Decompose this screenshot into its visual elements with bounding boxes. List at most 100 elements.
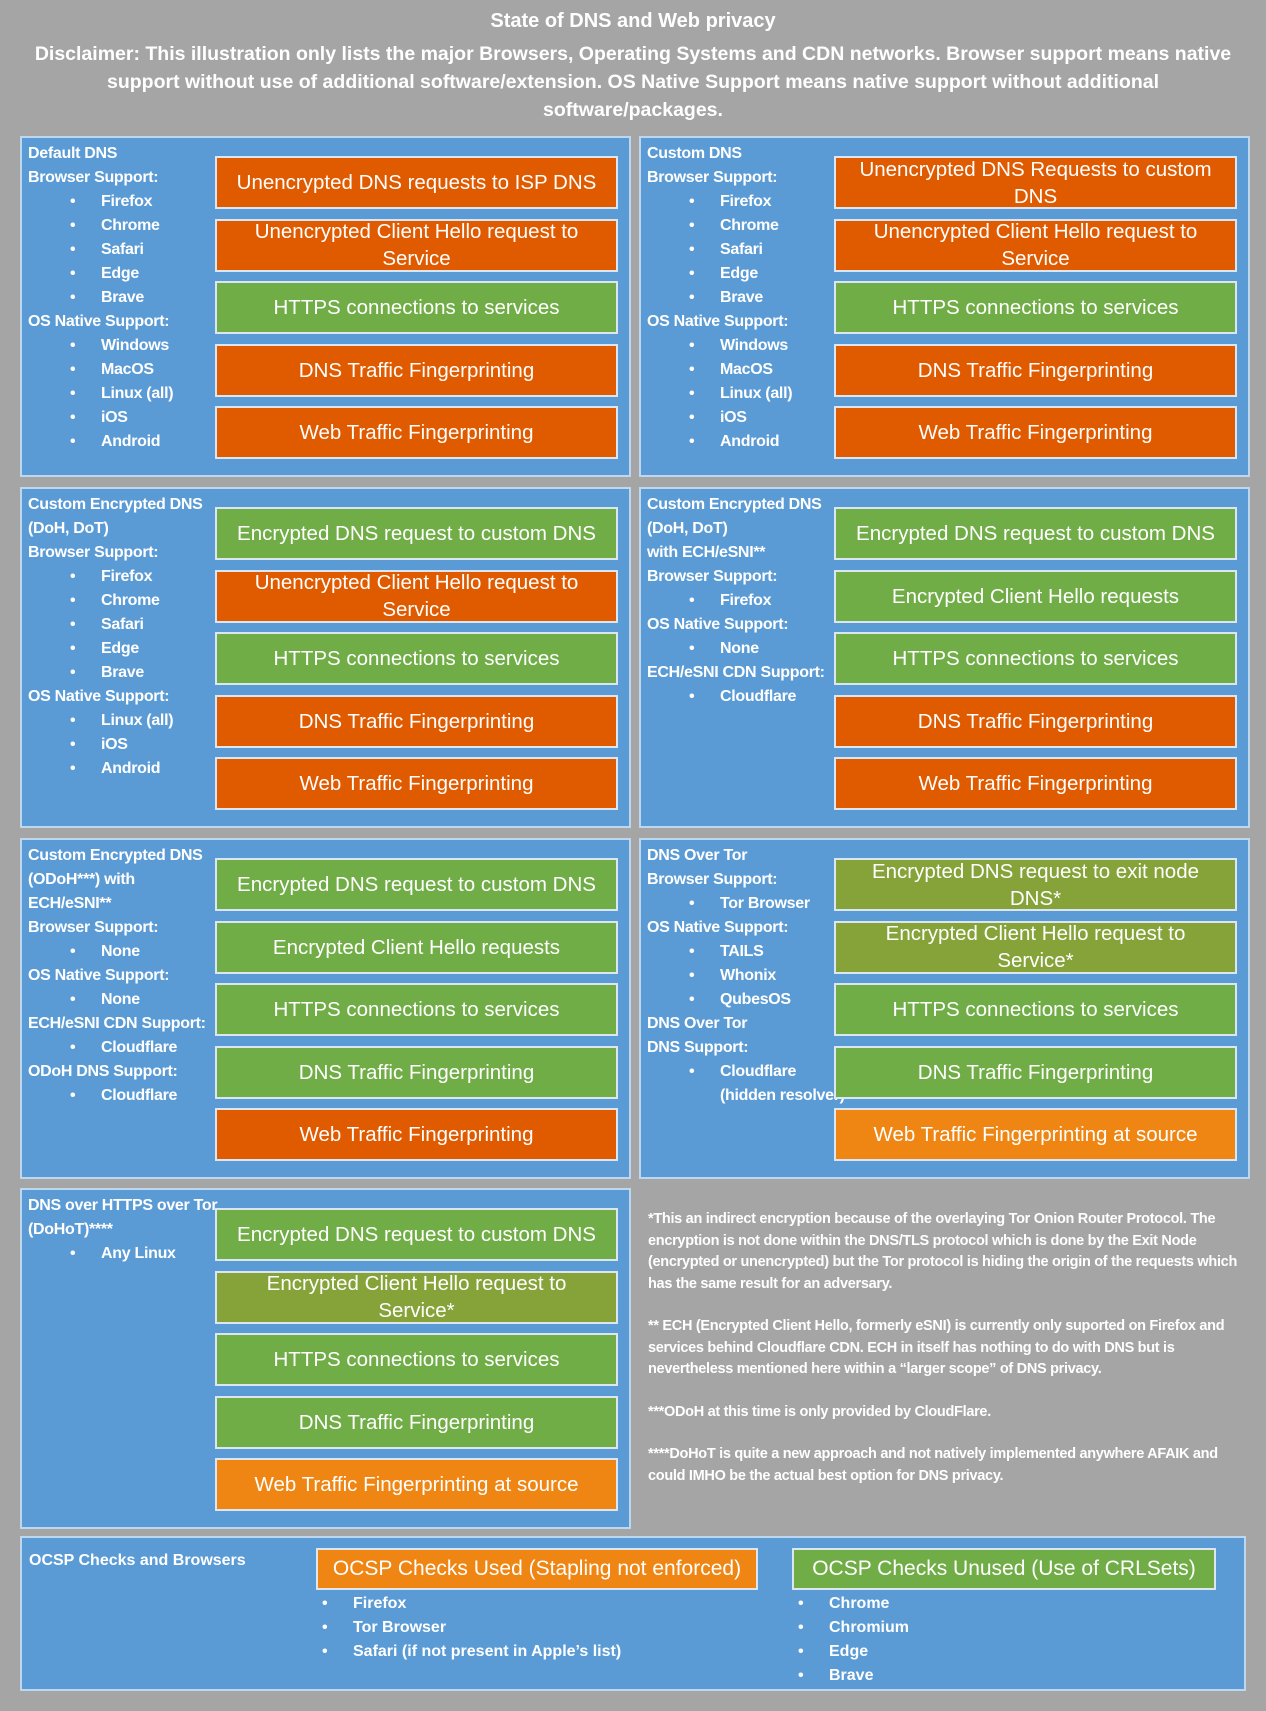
bullet-icon: • <box>70 712 76 729</box>
bullet-icon: • <box>322 1619 328 1636</box>
list-item: • Chrome <box>28 214 173 238</box>
list-text: Firefox <box>720 193 772 210</box>
bullet-icon: • <box>70 265 76 282</box>
browser-name: Chrome <box>829 1595 890 1612</box>
bullet-icon: • <box>70 409 76 426</box>
list-text: Linux (all) <box>720 385 793 402</box>
list-item: • Tor Browser <box>647 892 845 916</box>
list-text: QubesOS <box>720 991 791 1008</box>
list-text: Custom DNS <box>647 145 742 162</box>
status-box-good: DNS Traffic Fingerprinting <box>215 1045 618 1099</box>
list-item: • Firefox <box>647 190 792 214</box>
bullet-icon: • <box>70 592 76 609</box>
list-item: • Edge <box>28 637 202 661</box>
status-box-good: Encrypted DNS request to custom DNS <box>834 507 1237 560</box>
list-heading: Browser Support: <box>647 565 825 589</box>
list-item: • iOS <box>647 406 792 430</box>
status-box-bad: DNS Traffic Fingerprinting <box>834 694 1237 748</box>
bullet-icon: • <box>798 1595 804 1612</box>
browser-item: • Brave <box>798 1664 909 1688</box>
footnotes: *This an indirect encryption because of … <box>648 1209 1248 1508</box>
list-item: • Windows <box>28 334 173 358</box>
list-text: Android <box>101 433 161 450</box>
list-heading: DNS Support: <box>647 1036 845 1060</box>
bullet-icon: • <box>798 1619 804 1636</box>
list-heading: OS Native Support: <box>28 685 202 709</box>
footnote: ** ECH (Encrypted Client Hello, formerly… <box>648 1318 1225 1377</box>
list-text: Safari <box>720 241 763 258</box>
status-box-good: HTTPS connections to services <box>834 632 1237 685</box>
status-box-bad: Web Traffic Fingerprinting <box>215 406 618 459</box>
list-text: Browser Support: <box>28 169 159 186</box>
status-box-bad: Unencrypted Client Hello request to Serv… <box>834 218 1237 272</box>
list-heading: OS Native Support: <box>28 964 206 988</box>
list-heading: (DoH, DoT) <box>647 517 825 541</box>
list-text: Windows <box>720 337 788 354</box>
list-text: OS Native Support: <box>647 313 789 330</box>
list-text: ECH/eSNI** <box>28 895 112 912</box>
list-text: Firefox <box>101 193 153 210</box>
footnote: ***ODoH at this time is only provided by… <box>648 1403 991 1420</box>
status-box-bad: Web Traffic Fingerprinting <box>215 757 618 810</box>
status-box-good: DNS Traffic Fingerprinting <box>834 1045 1237 1099</box>
bullet-icon: • <box>689 943 695 960</box>
panel-3: Custom Encrypted DNS (DoH, DoT) Browser Su… <box>20 487 631 828</box>
list-heading: (DoHoT)**** <box>28 1218 217 1242</box>
list-text: OS Native Support: <box>28 688 170 705</box>
list-item: • Any Linux <box>28 1242 217 1266</box>
panel-6: DNS Over Tor Browser Support: • Tor Browser… <box>639 838 1250 1179</box>
status-box-bad: DNS Traffic Fingerprinting <box>215 694 618 748</box>
panel-support-list: Custom Encrypted DNS (DoH, DoT) Browser Su… <box>28 493 203 781</box>
list-text: Cloudflare <box>720 688 797 705</box>
list-item: • Firefox <box>28 190 173 214</box>
list-text: Chrome <box>101 592 160 609</box>
list-text: OS Native Support: <box>28 313 170 330</box>
status-box-good: HTTPS connections to services <box>834 983 1237 1036</box>
status-box-bad: DNS Traffic Fingerprinting <box>215 343 618 397</box>
list-text: Chrome <box>720 217 779 234</box>
status-box-good: HTTPS connections to services <box>215 632 618 685</box>
list-text: DNS Support: <box>647 1039 749 1056</box>
status-box-source: Web Traffic Fingerprinting at source <box>215 1458 618 1511</box>
status-box-bad: DNS Traffic Fingerprinting <box>834 343 1237 397</box>
bullet-icon: • <box>70 433 76 450</box>
list-item: • None <box>647 637 825 661</box>
list-text: ECH/eSNI CDN Support: <box>28 1015 206 1032</box>
list-item: • Brave <box>28 286 173 310</box>
list-text: Custom Encrypted DNS <box>647 496 822 513</box>
bullet-icon: • <box>70 991 76 1008</box>
list-text: Edge <box>101 265 139 282</box>
list-heading: DNS Over Tor <box>647 844 845 868</box>
bullet-icon: • <box>689 433 695 450</box>
bullet-icon: • <box>70 1245 76 1262</box>
status-box-good: Encrypted Client Hello requests <box>834 569 1237 623</box>
bullet-icon: • <box>689 967 695 984</box>
list-item: • Chrome <box>28 589 202 613</box>
bullet-icon: • <box>798 1643 804 1660</box>
list-text: (DoH, DoT) <box>28 520 109 537</box>
status-box-good: HTTPS connections to services <box>215 281 618 334</box>
bullet-icon: • <box>70 337 76 354</box>
list-text: DNS over HTTPS over Tor <box>28 1197 218 1214</box>
bullet-icon: • <box>689 241 695 258</box>
bullet-icon: • <box>70 640 76 657</box>
status-box-good: Encrypted DNS request to custom DNS <box>215 858 618 911</box>
status-box-bad: Unencrypted Client Hello request to Serv… <box>215 569 618 623</box>
browser-item: • Edge <box>798 1640 909 1664</box>
list-heading: with ECH/eSNI** <box>647 541 825 565</box>
list-text: Browser Support: <box>28 544 159 561</box>
status-box-good: DNS Traffic Fingerprinting <box>215 1395 618 1449</box>
list-text: Firefox <box>101 568 153 585</box>
list-text: Brave <box>101 664 144 681</box>
list-text: Android <box>720 433 780 450</box>
list-text: OS Native Support: <box>647 919 789 936</box>
list-text: Whonix <box>720 967 776 984</box>
disclaimer: Disclaimer: This illustration only lists… <box>34 43 1232 121</box>
list-text: Any Linux <box>101 1245 176 1262</box>
list-item: • Cloudflare <box>28 1036 206 1060</box>
list-text: Android <box>101 760 161 777</box>
panel-support-list: Default DNS Browser Support: • Firefox • Chro… <box>28 142 174 454</box>
list-heading: DNS over HTTPS over Tor <box>28 1194 218 1218</box>
status-box-source: Web Traffic Fingerprinting at source <box>834 1108 1237 1161</box>
list-item: • Safari <box>28 238 173 262</box>
